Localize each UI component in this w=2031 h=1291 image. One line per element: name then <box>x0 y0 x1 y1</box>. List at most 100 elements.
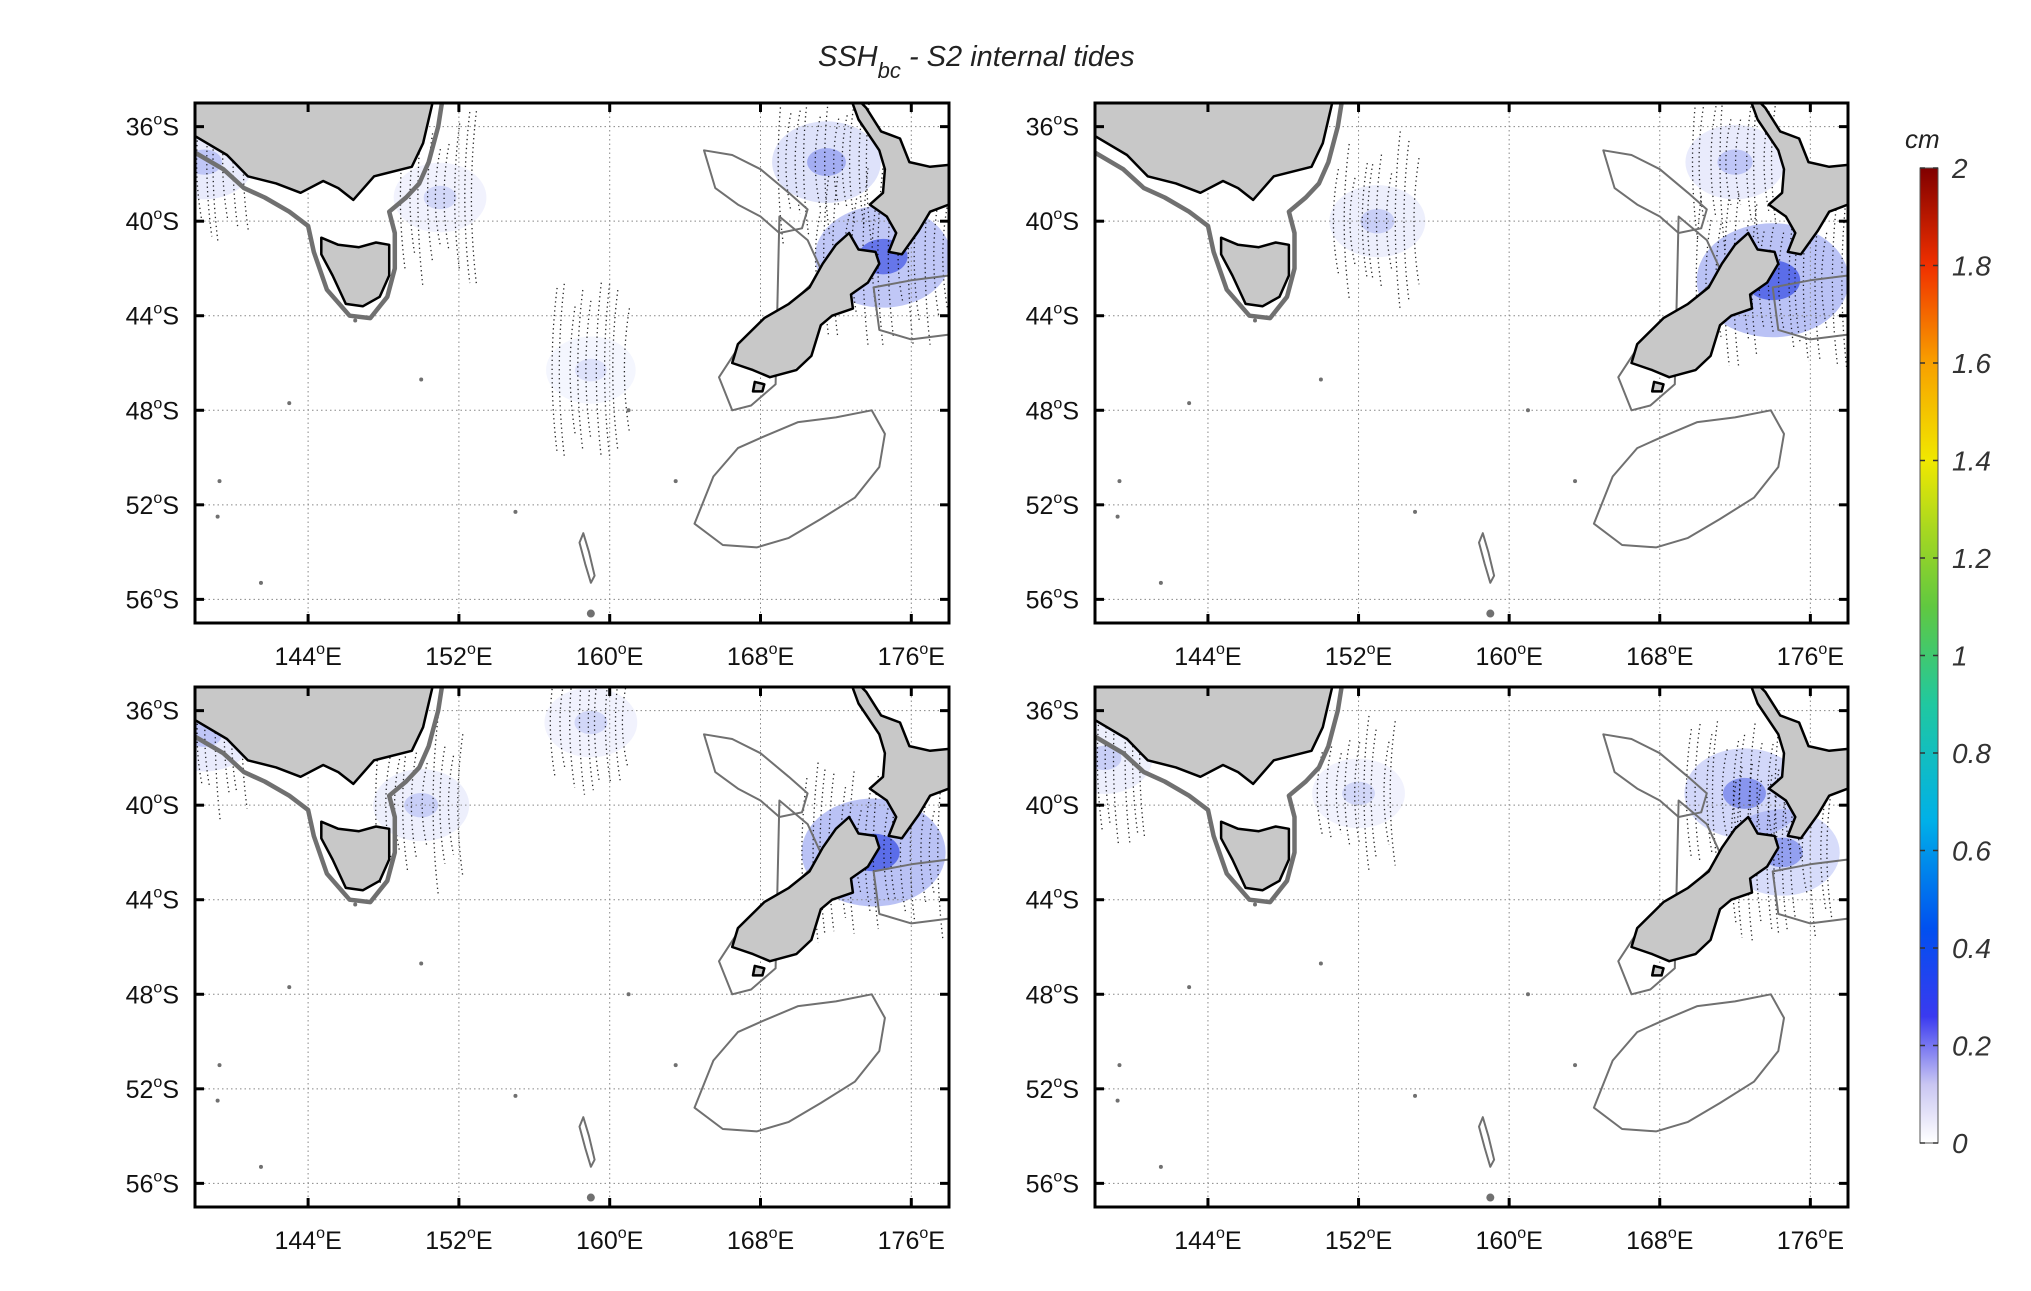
wave-crest <box>839 787 847 918</box>
seamount-marker <box>626 408 631 413</box>
map-panel-top-right: 36oS 40oS 44oS 48oS 52oS 56oS 144oE 152oE 160oE 1… <box>1026 101 1850 671</box>
seamount-marker <box>1253 318 1258 323</box>
wave-crest <box>823 175 830 338</box>
wave-crest <box>1335 753 1342 834</box>
lat-tick-label: 56oS <box>1026 584 1079 614</box>
lon-tick-label: 168oE <box>727 641 794 671</box>
amplitude-patch <box>1329 185 1426 258</box>
isobath-contour <box>1771 274 1848 341</box>
lat-tick-label: 48oS <box>1026 979 1079 1009</box>
australia-land <box>1095 103 1334 202</box>
colorbar-tick-label: 1.2 <box>1952 543 1991 574</box>
wave-crest <box>551 287 558 453</box>
wave-crest <box>841 115 848 210</box>
ocean <box>195 103 949 623</box>
wave-crest <box>848 103 856 224</box>
seamount-marker <box>1573 479 1578 484</box>
map-panel-top-left: 36oS 40oS 44oS 48oS 52oS 56oS 144oE 152oE 160oE 1… <box>126 101 951 671</box>
colorbar-tick-label: 1.6 <box>1952 348 1991 379</box>
isobath-contour <box>693 993 886 1133</box>
wave-crest <box>850 198 858 315</box>
seamount-marker <box>1573 1063 1578 1068</box>
wave-crest <box>883 803 890 902</box>
amplitude-core <box>1342 781 1375 806</box>
lon-tick-label: 160oE <box>1475 1225 1542 1255</box>
wave-crest <box>1738 734 1746 853</box>
isobath-contour <box>872 274 949 341</box>
wave-crest <box>410 752 418 858</box>
tasmania-land <box>1219 236 1291 308</box>
seamount-marker <box>1413 1093 1418 1098</box>
seamount-marker <box>419 377 424 382</box>
wave-crest <box>457 734 464 877</box>
wave-crest <box>1403 140 1410 302</box>
lat-tick-label: 36oS <box>126 112 179 142</box>
wave-crest <box>1394 131 1401 312</box>
seamount-marker <box>586 609 595 618</box>
lon-tick-label: 168oE <box>1626 641 1693 671</box>
wave-crest <box>855 810 862 895</box>
seamount-marker <box>1253 902 1258 907</box>
colorbar-tick-label: 0 <box>1952 1128 1968 1159</box>
wave-crest <box>1777 232 1785 329</box>
panel-frame <box>193 101 951 625</box>
lon-tick-label: 176oE <box>878 1225 945 1255</box>
australia-land <box>195 687 434 786</box>
isobath-contour <box>1592 993 1785 1133</box>
tasmania-land <box>320 236 391 308</box>
wave-crest <box>785 113 792 211</box>
lon-tick-label: 160oE <box>576 641 643 671</box>
seamount-marker <box>1115 514 1120 519</box>
lat-tick-label: 44oS <box>126 885 179 915</box>
lon-tick-label: 152oE <box>425 1225 492 1255</box>
colorbar-tick-label: 1.8 <box>1952 251 1991 282</box>
lat-tick-label: 56oS <box>126 1168 179 1198</box>
seamount-marker <box>287 401 292 406</box>
amplitude-core <box>807 148 846 177</box>
title-suffix: - S2 internal tides <box>901 41 1135 73</box>
isobath-contour <box>703 149 809 234</box>
amplitude-patch <box>772 121 881 203</box>
wave-crest <box>1344 740 1351 847</box>
seamount-marker <box>258 580 263 585</box>
colorbar-tick-label: 0.8 <box>1952 738 1991 769</box>
wave-crest <box>434 148 442 247</box>
wave-crest <box>161 656 166 813</box>
wave-crest <box>933 196 940 317</box>
lon-tick-label: 144oE <box>1174 641 1241 671</box>
lat-tick-label: 48oS <box>126 395 179 425</box>
isobath-contour <box>1592 409 1785 549</box>
wave-crest <box>1767 227 1775 334</box>
wave-crest <box>1770 103 1778 228</box>
seamount-marker <box>1486 609 1495 618</box>
wave-crest <box>937 766 944 939</box>
lat-tick-label: 36oS <box>126 696 179 726</box>
isobath-contour <box>703 733 809 818</box>
nz-north-island <box>1750 687 1848 840</box>
seamount-marker <box>513 509 518 514</box>
wave-crest <box>577 289 584 451</box>
isobath-contour <box>578 532 596 584</box>
nz-south-island <box>730 231 881 379</box>
lat-tick-label: 40oS <box>1026 206 1079 236</box>
map-content <box>1095 687 1848 1207</box>
lat-tick-label: 44oS <box>1026 301 1079 331</box>
wave-crest <box>1112 687 1120 845</box>
map-content <box>161 656 949 1207</box>
isobath-contour <box>1478 1116 1496 1168</box>
lon-tick-label: 168oE <box>1626 1225 1693 1255</box>
lat-tick-label: 56oS <box>126 584 179 614</box>
seamount-marker <box>673 479 678 484</box>
wave-crest <box>604 687 612 782</box>
lat-tick-label: 52oS <box>126 1074 179 1104</box>
seamount-marker <box>1413 509 1418 514</box>
amplitude-core <box>1722 777 1766 809</box>
lon-tick-label: 152oE <box>1325 1225 1392 1255</box>
nz-south-island <box>1630 815 1780 963</box>
lat-tick-label: 40oS <box>126 206 179 236</box>
tasmania-land <box>1219 820 1291 892</box>
wave-crest <box>595 282 602 458</box>
ocean <box>1095 103 1848 623</box>
wave-crest <box>409 139 416 256</box>
seamount-marker <box>215 514 220 519</box>
